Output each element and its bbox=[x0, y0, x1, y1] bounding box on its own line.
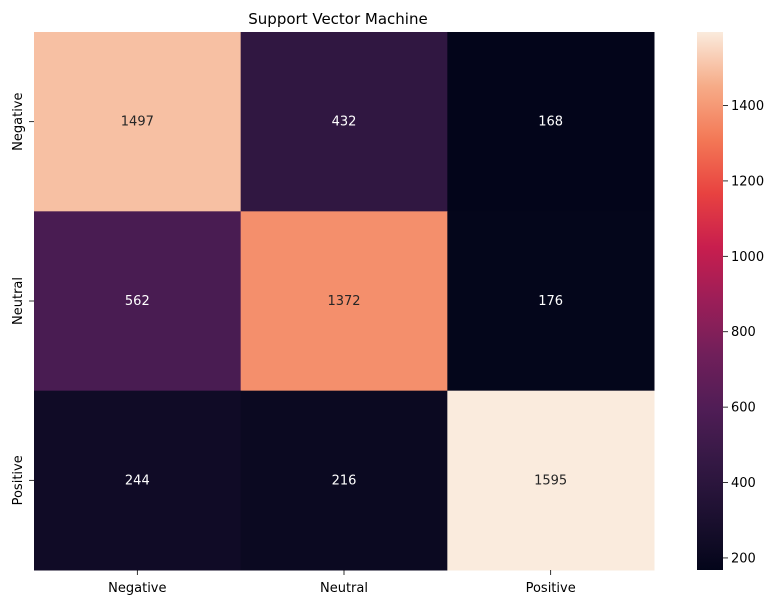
heatmap-cell bbox=[34, 32, 242, 212]
cell-value-label: 168 bbox=[538, 115, 563, 130]
cell-value-label: 562 bbox=[125, 294, 150, 309]
colorbar-gradient bbox=[697, 32, 723, 570]
heatmap-cells bbox=[34, 32, 655, 571]
colorbar-tick-label: 1000 bbox=[731, 250, 764, 265]
cell-value-labels: 1497 432 168 562 1372 176 244 216 1595 bbox=[121, 115, 567, 489]
cell-value-label: 432 bbox=[332, 115, 357, 130]
x-tick-label: Neutral bbox=[320, 581, 368, 596]
heatmap-cell bbox=[447, 390, 655, 571]
cell-value-label: 1595 bbox=[534, 473, 567, 488]
heatmap-cell bbox=[447, 32, 655, 212]
heatmap-cell bbox=[447, 211, 655, 392]
x-tick-label: Positive bbox=[526, 581, 576, 596]
colorbar-tick-label: 1400 bbox=[731, 99, 764, 114]
y-tick-label: Negative bbox=[11, 92, 26, 150]
heatmap-cell bbox=[240, 390, 448, 571]
y-tick-label: Neutral bbox=[11, 277, 26, 325]
colorbar-tick-label: 600 bbox=[731, 401, 756, 416]
cell-value-label: 1372 bbox=[327, 294, 360, 309]
x-tick-label: Negative bbox=[108, 581, 166, 596]
heatmap-cell bbox=[240, 211, 448, 392]
colorbar-tick-label: 200 bbox=[731, 551, 756, 566]
heatmap-cell bbox=[240, 32, 448, 212]
cell-value-label: 1497 bbox=[121, 115, 154, 130]
y-axis: Negative Neutral Positive bbox=[11, 92, 34, 505]
colorbar: 200 400 600 800 1000 1200 1400 bbox=[697, 32, 764, 570]
y-tick-label: Positive bbox=[11, 455, 26, 505]
cell-value-label: 244 bbox=[125, 473, 150, 488]
chart-title: Support Vector Machine bbox=[248, 10, 427, 28]
heatmap-cell bbox=[34, 211, 242, 392]
cell-value-label: 176 bbox=[538, 294, 563, 309]
colorbar-tick-label: 800 bbox=[731, 325, 756, 340]
colorbar-tick-label: 400 bbox=[731, 476, 756, 491]
colorbar-tick-label: 1200 bbox=[731, 174, 764, 189]
x-axis: Negative Neutral Positive bbox=[108, 570, 576, 596]
cell-value-label: 216 bbox=[332, 473, 357, 488]
heatmap-cell bbox=[34, 390, 242, 571]
